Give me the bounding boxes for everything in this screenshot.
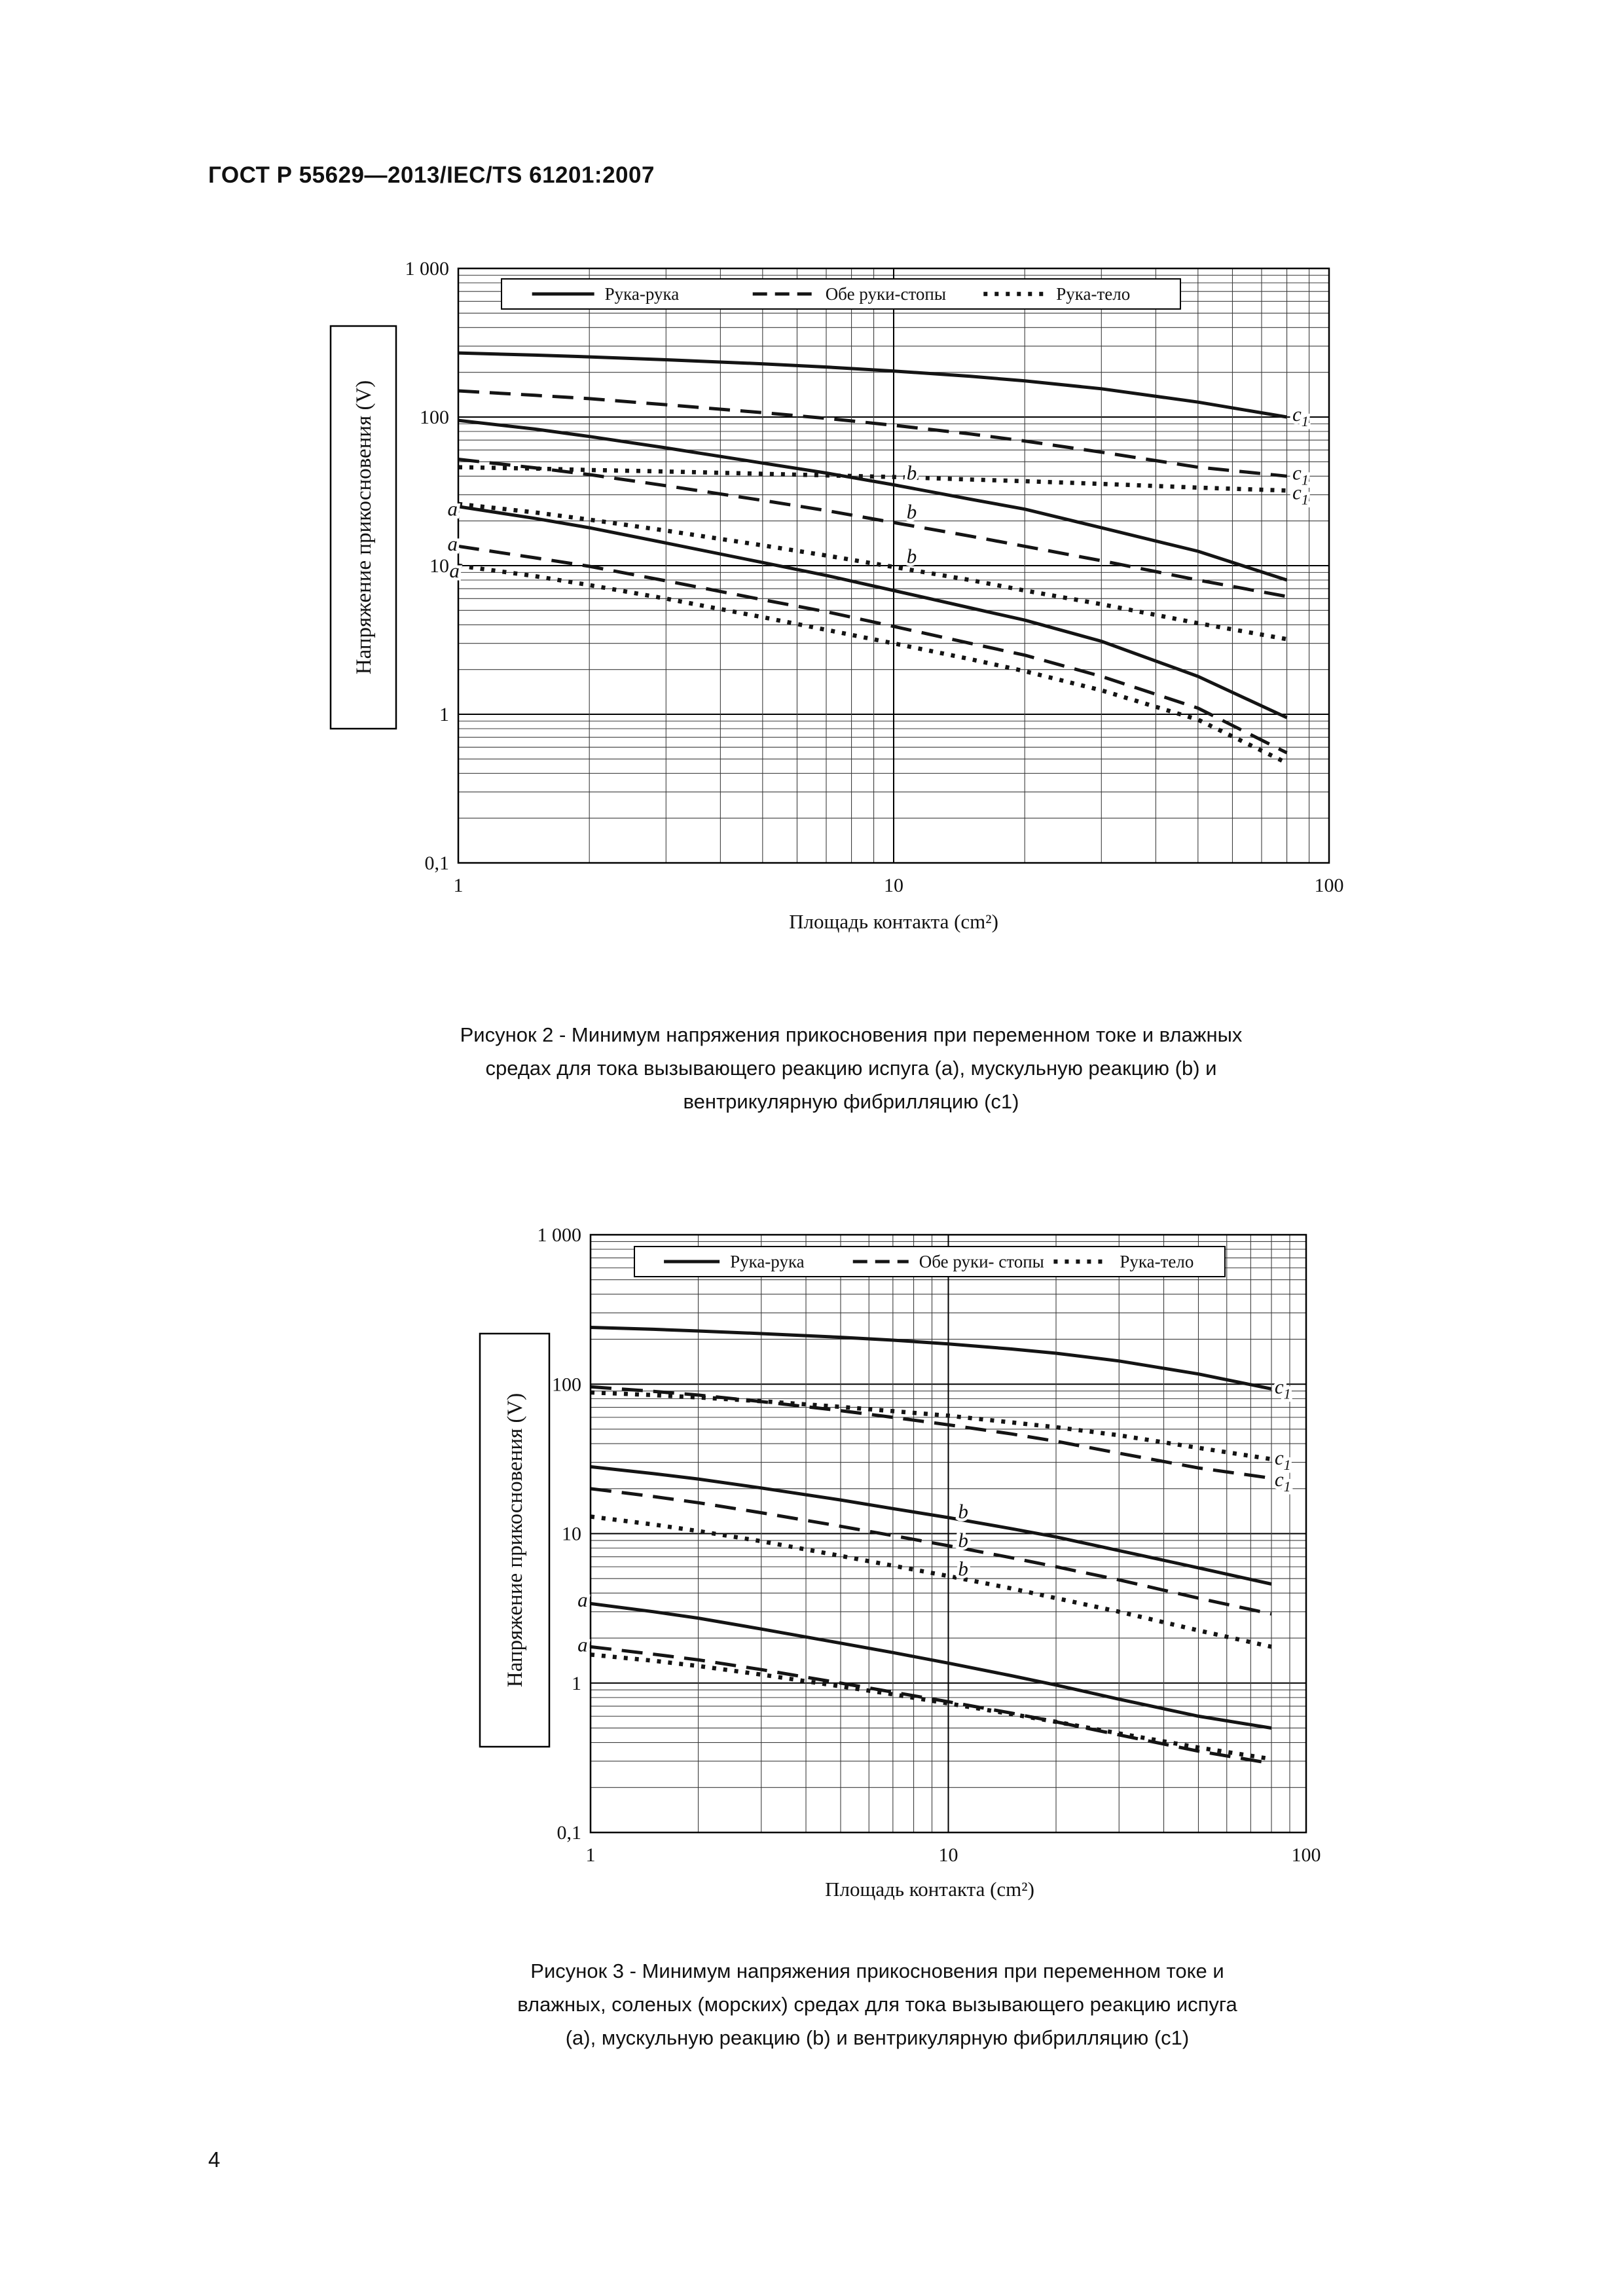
series-обе руки-стопы c1 <box>591 1385 1272 1480</box>
y-tick-label: 100 <box>552 1374 581 1395</box>
series-рука-тело c1 <box>591 1390 1272 1462</box>
figure2-caption: Рисунок 2 - Минимум напряжения прикоснов… <box>282 1018 1421 1118</box>
y-axis-title: Напряжение прикосновения (V) <box>503 1393 527 1688</box>
curve-label-b: b <box>958 1500 968 1523</box>
series-рука-рука b <box>591 1465 1272 1586</box>
plot-border <box>457 267 1330 864</box>
y-tick-label: 100 <box>420 407 449 428</box>
legend-label: Рука-тело <box>1120 1252 1194 1271</box>
x-tick-label: 1 <box>586 1844 596 1866</box>
figure3-caption-line: Рисунок 3 - Минимум напряжения прикоснов… <box>530 1959 1224 1982</box>
curve-label-a: a <box>577 1633 588 1656</box>
series-рука-рука c1 <box>591 1326 1272 1391</box>
figure2-chart: Рука-рука Обе руки-стопы Рука-тело 1 10 100 1 … <box>329 258 1344 933</box>
y-axis-title: Напряжение прикосновения (V) <box>352 380 376 675</box>
x-tick-label: 100 <box>1292 1844 1321 1866</box>
curve-label-c1: c1 <box>1275 1468 1291 1495</box>
series-обе руки-стопы b <box>591 1487 1272 1616</box>
series-рука-тело b <box>591 1514 1272 1649</box>
figure2-caption-line: вентрикулярную фибрилляцию (c1) <box>683 1090 1019 1113</box>
series-group <box>591 1326 1272 1765</box>
figure3-caption-line: влажных, соленых (морских) средах для то… <box>517 1993 1237 2016</box>
series-обе руки-стопы c1 <box>458 389 1287 478</box>
legend-label: Рука-рука <box>730 1252 805 1271</box>
y-tick-label: 1 000 <box>538 1224 582 1246</box>
series-рука-рука c1 <box>458 351 1288 419</box>
series-рука-тело a <box>591 1652 1272 1762</box>
grid <box>591 1235 1306 1832</box>
y-axis-title-box: Напряжение прикосновения (V) <box>329 325 397 730</box>
legend-label: Обе руки- стопы <box>919 1252 1044 1271</box>
curve-label-c1: c1 <box>1275 1375 1291 1402</box>
y-tick-label: 0,1 <box>425 852 450 874</box>
curve-label-a: a <box>577 1588 588 1611</box>
figure3-caption-line: (a), мускульную реакцию (b) и вентрикуля… <box>565 2026 1190 2049</box>
x-tick-label: 10 <box>884 875 903 896</box>
curve-label-a: a <box>447 532 458 555</box>
y-tick-label: 1 000 <box>405 258 450 280</box>
y-tick-label: 10 <box>562 1523 581 1545</box>
series-обе руки-стопы a <box>458 544 1288 755</box>
y-tick-label: 1 <box>439 704 449 725</box>
figure3-caption: Рисунок 3 - Минимум напряжения прикоснов… <box>367 1954 1388 2054</box>
x-axis-title: Площадь контакта (cm²) <box>825 1878 1034 1901</box>
curve-label-b: b <box>907 462 917 484</box>
page-number: 4 <box>208 2147 221 2172</box>
plot-border <box>589 1233 1307 1834</box>
curve-label-a: a <box>447 498 458 520</box>
x-tick-label: 1 <box>454 875 464 896</box>
series-обе руки-стопы b <box>458 458 1288 598</box>
series-рука-тело b <box>458 501 1288 642</box>
figure2-caption-line: средах для тока вызывающего реакцию испу… <box>485 1057 1217 1080</box>
series-group <box>458 351 1288 765</box>
legend-label: Обе руки-стопы <box>826 284 946 304</box>
y-tick-label: 0,1 <box>557 1822 582 1844</box>
series-рука-рука a <box>458 505 1288 720</box>
curve-label-b: b <box>958 1557 968 1580</box>
legend-label: Рука-рука <box>605 284 680 304</box>
curve-label-c1: c1 <box>1292 403 1309 429</box>
x-tick-label: 100 <box>1315 875 1344 896</box>
legend: Рука-рука Обе руки-стопы Рука-тело <box>501 278 1181 310</box>
legend: Рука-рука Обе руки- стопы Рука-тело <box>634 1246 1226 1277</box>
figure3-chart: Рука-рука Обе руки- стопы Рука-тело 1 10 100 1… <box>479 1224 1321 1901</box>
document-header: ГОСТ Р 55629—2013/IEC/TS 61201:2007 <box>208 162 655 188</box>
y-axis-title-box: Напряжение прикосновения (V) <box>479 1332 551 1748</box>
x-tick-label: 10 <box>939 1844 958 1866</box>
y-tick-label: 1 <box>572 1673 581 1694</box>
series-рука-тело a <box>458 563 1288 765</box>
curve-label-b: b <box>907 545 917 568</box>
x-axis-title: Площадь контакта (cm²) <box>789 910 998 933</box>
series-рука-тело c1 <box>458 465 1287 493</box>
series-рука-рука b <box>458 418 1288 582</box>
curve-label-b: b <box>907 500 917 523</box>
legend-label: Рука-тело <box>1056 284 1130 304</box>
curve-label-c1: c1 <box>1292 462 1309 488</box>
y-tick-label: 10 <box>429 555 449 577</box>
curve-label-b: b <box>958 1529 968 1552</box>
curve-label-c1: c1 <box>1275 1446 1291 1473</box>
curve-label-c1: c1 <box>1292 481 1309 507</box>
series-рука-рука a <box>591 1601 1272 1730</box>
curve-label-a: a <box>449 559 460 582</box>
figure2-caption-line: Рисунок 2 - Минимум напряжения прикоснов… <box>460 1023 1243 1046</box>
